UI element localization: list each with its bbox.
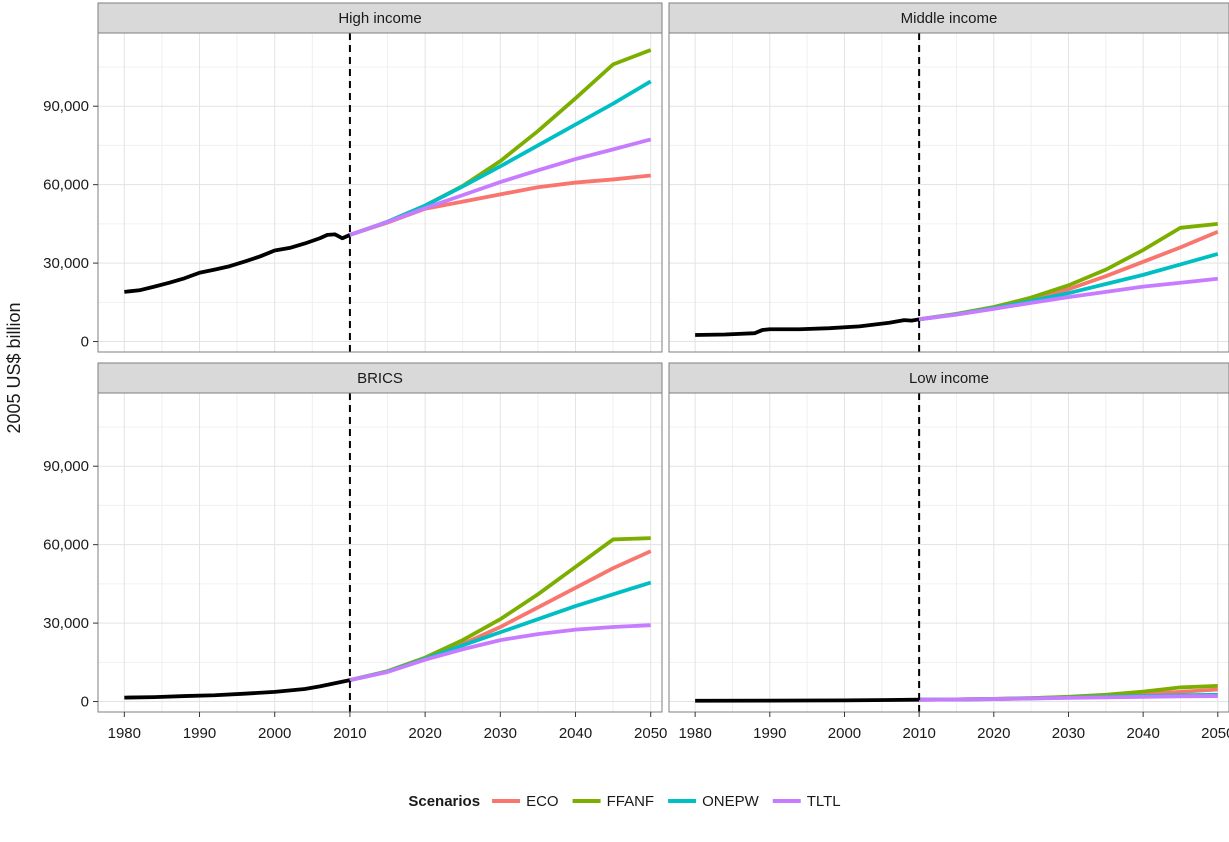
panel-high-income: High income bbox=[97, 2, 663, 353]
facet-strip bbox=[97, 2, 663, 34]
y-tick-label: 30,000 bbox=[43, 615, 89, 632]
x-tick-label: 2040 bbox=[559, 725, 592, 742]
facet-title: Low income bbox=[909, 370, 989, 387]
series-line-tltl bbox=[349, 623, 651, 682]
series-line-historical bbox=[124, 232, 351, 294]
y-axis-label: 2005 US$ billion bbox=[4, 302, 24, 433]
y-tick-label: 0 bbox=[81, 694, 89, 711]
x-tick-label: 1980 bbox=[678, 725, 711, 742]
y-tick-label: 90,000 bbox=[43, 98, 89, 115]
facet-strip bbox=[668, 362, 1229, 394]
x-tick-label: 1990 bbox=[183, 725, 216, 742]
legend: Scenarios ECO FFANF ONEPW TLTL bbox=[408, 793, 840, 810]
panel-middle-income: Middle income bbox=[668, 2, 1229, 353]
x-tick-label: 2010 bbox=[333, 725, 366, 742]
facet-strip bbox=[97, 362, 663, 394]
panel-border bbox=[668, 32, 1229, 353]
x-tick-label: 1980 bbox=[108, 725, 141, 742]
series-line-tltl bbox=[918, 276, 1218, 322]
x-tick-label: 2030 bbox=[1052, 725, 1085, 742]
y-tick-label: 90,000 bbox=[43, 458, 89, 475]
facet-title: Middle income bbox=[901, 10, 998, 27]
facet-title: BRICS bbox=[357, 370, 403, 387]
plot-area bbox=[98, 33, 662, 352]
plot-area bbox=[669, 393, 1229, 712]
x-tick-label: 2050 bbox=[634, 725, 667, 742]
legend-label-tltl: TLTL bbox=[807, 793, 841, 810]
legend-title: Scenarios bbox=[408, 793, 480, 810]
series-line-historical bbox=[124, 678, 351, 700]
legend-label-eco: ECO bbox=[526, 793, 559, 810]
series-line-tltl bbox=[919, 694, 1218, 702]
series-line-historical bbox=[695, 317, 920, 337]
x-tick-label: 2020 bbox=[977, 725, 1010, 742]
panel-brics: BRICS bbox=[97, 362, 663, 713]
panel-border bbox=[668, 392, 1229, 713]
legend-label-onepw: ONEPW bbox=[702, 793, 760, 810]
y-tick-label: 60,000 bbox=[43, 177, 89, 194]
x-tick-label: 2030 bbox=[484, 725, 517, 742]
x-tick-label: 2000 bbox=[258, 725, 291, 742]
plot-area bbox=[98, 393, 662, 712]
panel-border bbox=[97, 392, 663, 713]
y-tick-label: 60,000 bbox=[43, 537, 89, 554]
facet-strip bbox=[668, 2, 1229, 34]
x-tick-label: 2000 bbox=[828, 725, 861, 742]
y-tick-label: 0 bbox=[81, 334, 89, 351]
panel-border bbox=[97, 32, 663, 353]
x-tick-label: 2050 bbox=[1201, 725, 1229, 742]
series-line-historical bbox=[695, 697, 920, 703]
x-tick-label: 2010 bbox=[902, 725, 935, 742]
x-tick-label: 2020 bbox=[408, 725, 441, 742]
x-tick-label: 1990 bbox=[753, 725, 786, 742]
plot-area bbox=[669, 33, 1229, 352]
panel-low-income: Low income bbox=[668, 362, 1229, 713]
x-tick-label: 2040 bbox=[1126, 725, 1159, 742]
facet-title: High income bbox=[338, 10, 421, 27]
legend-label-ffanf: FFANF bbox=[607, 793, 655, 810]
y-tick-label: 30,000 bbox=[43, 255, 89, 272]
series-line-tltl bbox=[349, 137, 652, 237]
